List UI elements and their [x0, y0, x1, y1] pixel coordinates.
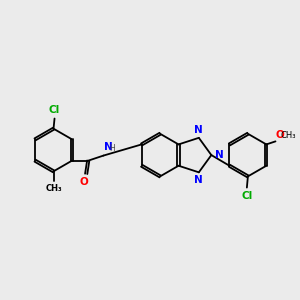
Text: O: O	[80, 177, 88, 188]
Text: CH₃: CH₃	[45, 184, 62, 193]
Text: CH₃: CH₃	[280, 131, 296, 140]
Text: Cl: Cl	[241, 190, 253, 201]
Text: H: H	[109, 144, 115, 153]
Text: Cl: Cl	[49, 106, 60, 116]
Text: N: N	[215, 150, 224, 160]
Text: N: N	[194, 125, 203, 135]
Text: N: N	[104, 142, 113, 152]
Text: O: O	[276, 130, 285, 140]
Text: N: N	[194, 175, 203, 185]
